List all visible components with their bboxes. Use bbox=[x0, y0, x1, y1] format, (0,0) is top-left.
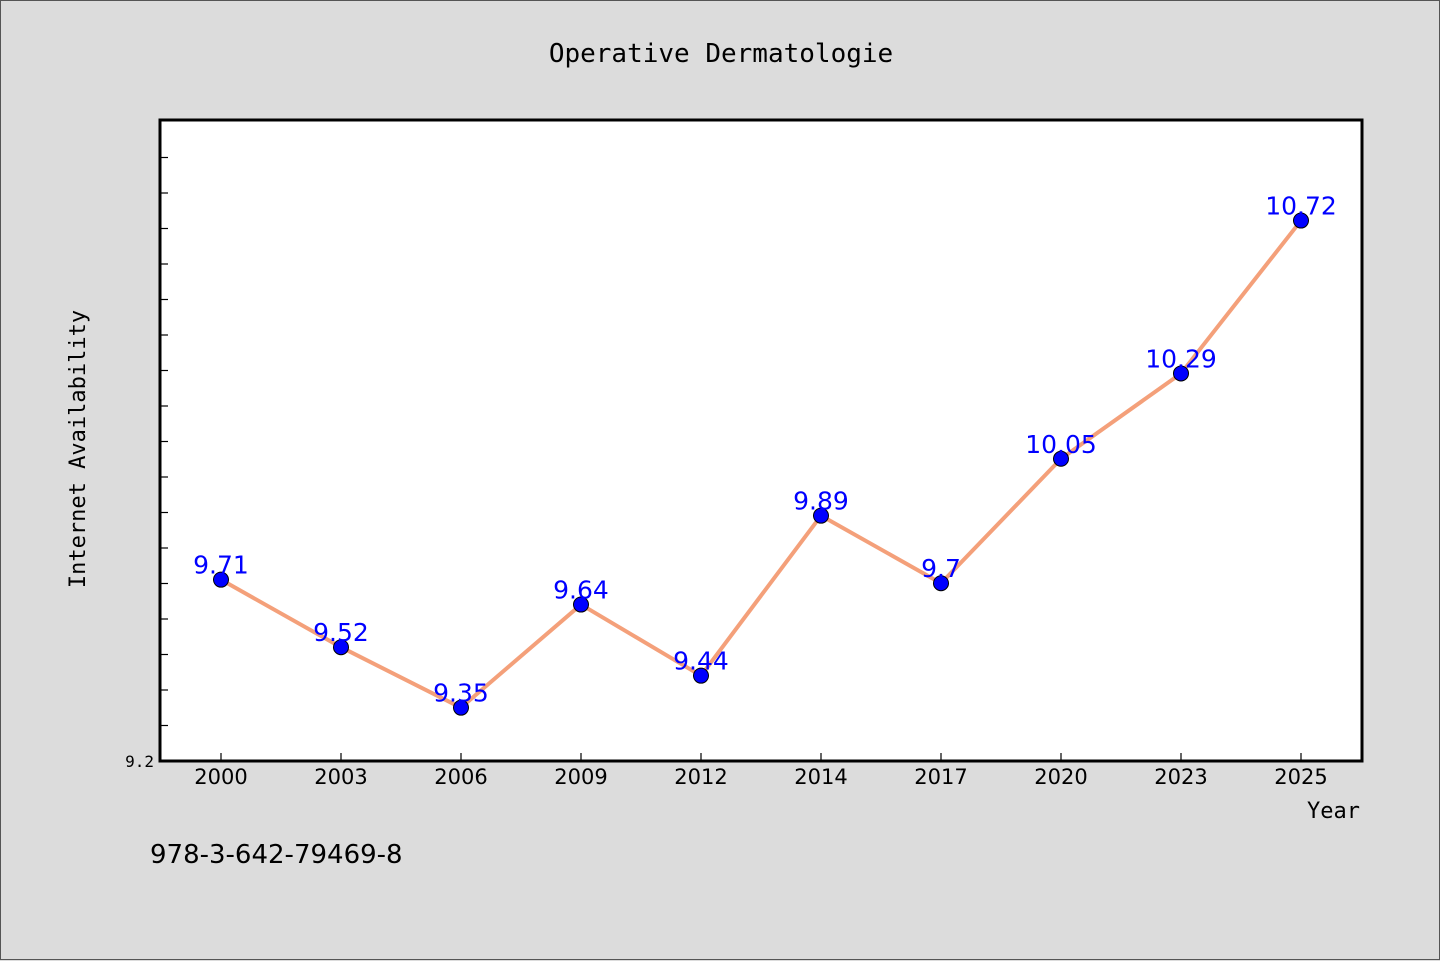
data-point bbox=[1053, 450, 1069, 467]
data-point bbox=[693, 667, 709, 684]
data-label: 9.52 bbox=[313, 618, 369, 647]
series-line-path bbox=[220, 219, 1303, 710]
x-tick-labels: 2000 2003 2006 2009 2012 2014 2017 2020 2023 2025 bbox=[194, 765, 1327, 789]
series-line bbox=[220, 219, 1303, 710]
data-point bbox=[453, 699, 469, 716]
data-label: 10.72 bbox=[1265, 192, 1337, 221]
x-tick-label: 2006 bbox=[434, 765, 487, 789]
plot-area bbox=[158, 118, 1364, 763]
y-tick-label: 9.2 bbox=[125, 752, 154, 771]
x-axis-ticks bbox=[220, 753, 1302, 761]
x-tick-label: 2025 bbox=[1274, 765, 1327, 789]
isbn-text: 978-3-642-79469-8 bbox=[150, 840, 403, 870]
x-tick-label: 2003 bbox=[314, 765, 367, 789]
x-tick-label: 2023 bbox=[1154, 765, 1207, 789]
chart-title: Operative Dermatologie bbox=[549, 39, 893, 69]
y-axis-label: Internet Availability bbox=[66, 310, 91, 588]
x-tick-label: 2012 bbox=[674, 765, 727, 789]
data-label: 10.05 bbox=[1025, 430, 1097, 459]
x-tick-label: 2014 bbox=[794, 765, 847, 789]
x-tick-label: 2020 bbox=[1034, 765, 1087, 789]
series-markers bbox=[213, 212, 1309, 716]
data-label: 9.35 bbox=[433, 679, 489, 708]
data-point bbox=[933, 575, 949, 592]
data-label: 9.64 bbox=[553, 576, 609, 605]
data-label: 9.71 bbox=[193, 551, 249, 580]
data-point bbox=[213, 571, 229, 588]
y-axis-ticks bbox=[161, 156, 168, 727]
data-point bbox=[1173, 365, 1189, 382]
data-point bbox=[333, 639, 349, 656]
data-point bbox=[813, 507, 829, 524]
x-axis-label: Year bbox=[1307, 799, 1360, 824]
data-point bbox=[1293, 212, 1309, 229]
data-label: 9.89 bbox=[793, 487, 849, 516]
x-tick-label: 2017 bbox=[914, 765, 967, 789]
x-tick-label: 2000 bbox=[194, 765, 247, 789]
data-label: 10.29 bbox=[1145, 344, 1217, 373]
data-label: 9.44 bbox=[673, 647, 729, 676]
data-point bbox=[573, 596, 589, 613]
data-labels: 9.71 9.52 9.35 9.64 9.44 9.89 9.7 10.05 10.29 10.… bbox=[193, 192, 1337, 708]
x-tick-label: 2009 bbox=[554, 765, 607, 789]
data-label: 9.7 bbox=[921, 554, 961, 583]
